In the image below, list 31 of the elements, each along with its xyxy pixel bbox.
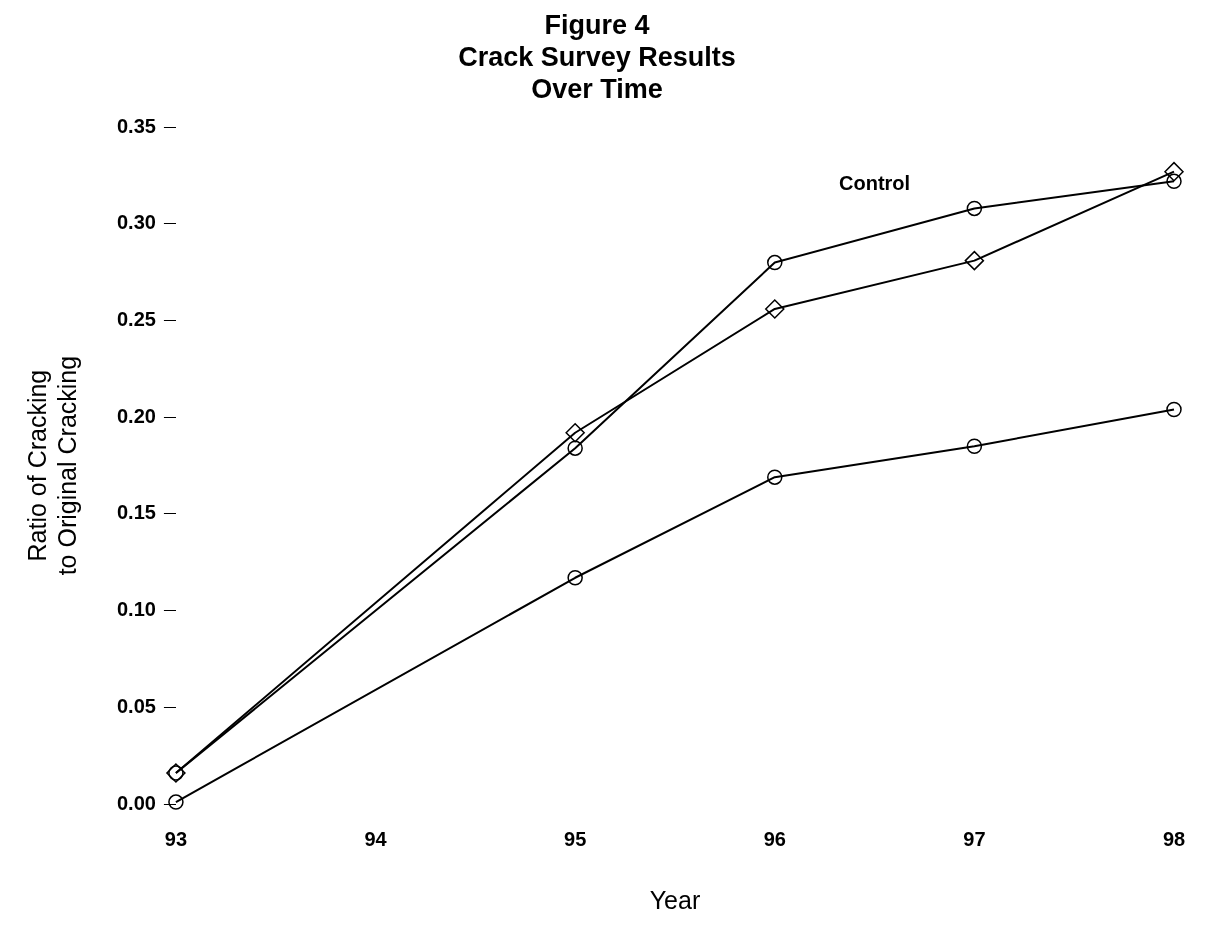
x-tick-label: 93 bbox=[164, 827, 188, 850]
x-axis-title: Year bbox=[649, 885, 701, 914]
point bbox=[1166, 401, 1182, 418]
chart-title: Figure 4 Crack Survey Results Over Time bbox=[458, 9, 736, 105]
y-tick-label: 0.00 bbox=[116, 791, 156, 814]
point bbox=[767, 469, 783, 485]
y-axis-title: Ratio of Cracking to Original Cracking bbox=[22, 355, 81, 576]
point bbox=[168, 794, 184, 810]
y-tick-label: 0.25 bbox=[116, 308, 156, 331]
y-tick-label: 0.30 bbox=[116, 211, 156, 234]
y-tick-label: 0.05 bbox=[116, 694, 156, 717]
y-tick-label: 0.10 bbox=[116, 598, 156, 621]
x-tick-label: 95 bbox=[564, 827, 587, 850]
y-tick-label: 0.15 bbox=[116, 501, 156, 524]
x-tick-label: 96 bbox=[763, 827, 786, 850]
point bbox=[1166, 173, 1182, 190]
point bbox=[567, 440, 583, 456]
point bbox=[964, 250, 985, 271]
point bbox=[966, 200, 983, 217]
point bbox=[565, 422, 585, 443]
series-label: Control bbox=[839, 171, 911, 194]
point bbox=[767, 254, 783, 271]
x-tick-label: 98 bbox=[1162, 827, 1186, 850]
point bbox=[765, 299, 785, 319]
y-tick-label: 0.35 bbox=[116, 114, 156, 137]
point bbox=[567, 570, 583, 586]
x-tick-label: 97 bbox=[963, 827, 986, 850]
point bbox=[966, 438, 983, 455]
x-tick-label: 94 bbox=[364, 827, 388, 850]
y-tick-label: 0.20 bbox=[116, 404, 156, 427]
point bbox=[1164, 161, 1184, 182]
